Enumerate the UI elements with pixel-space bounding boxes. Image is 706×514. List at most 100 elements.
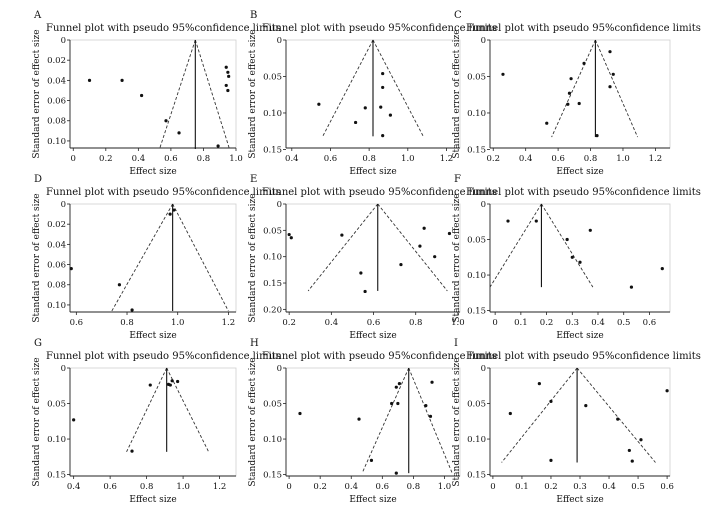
y-tick-label: 0.02 — [47, 56, 66, 66]
data-point — [588, 228, 592, 232]
plot-area — [69, 39, 237, 149]
y-tick-label: 0.10 — [467, 109, 486, 119]
data-point — [428, 414, 433, 418]
y-tick-label: 0.15 — [263, 145, 282, 155]
x-axis-label: Effect size — [349, 331, 396, 341]
y-tick-label: 0 — [277, 364, 282, 374]
y-tick-label: 0 — [61, 364, 66, 374]
x-tick-label: 1.2 — [222, 318, 236, 328]
data-point — [168, 212, 172, 216]
funnel-left-limit — [501, 367, 578, 463]
data-point — [508, 411, 512, 416]
chart-title: Funnel plot with pseudo 95%confidence li… — [262, 23, 497, 34]
panel-label: A — [33, 10, 42, 21]
funnel-right-limit — [377, 203, 448, 292]
x-tick-label: 0.6 — [367, 318, 381, 328]
chart-title: Funnel plot with pseudo 95%confidence li… — [466, 187, 701, 198]
x-axis-label: Effect size — [556, 167, 603, 177]
panel-f: F Funnel plot with pseudo 95%confidence l… — [452, 174, 701, 341]
data-point — [148, 383, 152, 387]
funnel-right-limit — [166, 367, 210, 453]
chart-title: Funnel plot with pseudo 95%confidence li… — [466, 351, 701, 362]
data-point — [394, 385, 398, 389]
x-tick-label: 0.2 — [486, 154, 500, 164]
data-point — [584, 404, 588, 408]
panel-c: C Funnel plot with pseudo 95%confidence l… — [452, 10, 701, 177]
y-tick-label: 0.08 — [47, 281, 66, 291]
x-tick-label: 1.0 — [438, 482, 452, 492]
y-tick-label: 0.15 — [467, 471, 486, 481]
data-point — [172, 208, 176, 212]
panel-b: B Funnel plot with pseudo 95%confidence l… — [248, 10, 497, 177]
x-tick-label: 0.3 — [566, 318, 580, 328]
y-axis-label: Standard error of effect size — [32, 29, 42, 158]
funnel-right-limit — [594, 39, 638, 138]
x-tick-label: 0.6 — [324, 154, 338, 164]
data-point — [177, 131, 181, 135]
x-tick-label: 0.6 — [164, 154, 178, 164]
data-point — [397, 382, 402, 386]
data-point — [227, 74, 231, 78]
data-point — [381, 133, 385, 138]
chart-title: Funnel plot with pseudo 95%confidence li… — [466, 23, 701, 34]
panel-label: G — [34, 338, 42, 349]
x-tick-label: 0.8 — [407, 482, 421, 492]
data-point — [566, 102, 570, 106]
panel-label: B — [250, 10, 257, 21]
data-point — [226, 88, 230, 93]
panel-e: E Funnel plot with pseudo 95%confidence l… — [248, 174, 497, 341]
data-point — [567, 91, 572, 95]
chart-title: Funnel plot with pseudo 95%confidence li… — [262, 187, 497, 198]
x-tick-label: 0.6 — [103, 482, 117, 492]
x-tick-label: 0.6 — [70, 318, 84, 328]
y-tick-label: 0.15 — [263, 279, 282, 289]
data-point — [394, 471, 398, 475]
x-tick-label: 1.0 — [451, 318, 465, 328]
x-axis-label: Effect size — [129, 167, 176, 177]
y-tick-label: 0.10 — [263, 109, 282, 119]
y-tick-label: 0 — [481, 364, 486, 374]
data-point — [168, 383, 172, 387]
x-tick-label: 0.4 — [325, 318, 339, 328]
funnel-left-limit — [551, 39, 596, 138]
y-tick-label: 0 — [61, 36, 66, 46]
x-tick-label: 0.4 — [602, 482, 616, 492]
x-tick-label: 0.8 — [197, 154, 211, 164]
y-tick-label: 0.15 — [47, 471, 66, 481]
data-point — [433, 255, 437, 259]
data-point — [72, 418, 76, 422]
data-point — [140, 93, 144, 98]
data-point — [170, 379, 174, 383]
plot-area — [69, 367, 237, 477]
funnel-left-limit — [159, 39, 196, 150]
data-point — [224, 83, 228, 88]
y-tick-label: 0.05 — [467, 72, 486, 82]
y-tick-label: 0.10 — [263, 435, 282, 445]
y-tick-label: 0 — [277, 36, 282, 46]
y-tick-label: 0 — [481, 200, 486, 210]
x-tick-label: 0.8 — [120, 318, 134, 328]
data-point — [430, 380, 434, 384]
plot-area — [489, 367, 671, 477]
data-point — [627, 448, 631, 453]
data-point — [164, 119, 168, 123]
panel-label: H — [250, 338, 259, 349]
data-point — [665, 389, 669, 393]
plot-area — [489, 39, 671, 149]
y-tick-label: 0.10 — [467, 435, 486, 445]
data-point — [534, 219, 538, 223]
data-point — [447, 231, 452, 236]
y-tick-label: 0.02 — [47, 220, 66, 230]
x-tick-label: 1.2 — [649, 154, 663, 164]
y-tick-label: 0.04 — [47, 240, 66, 250]
data-point — [359, 271, 363, 275]
x-tick-label: 0.2 — [544, 482, 558, 492]
data-point — [422, 226, 426, 230]
x-axis-label: Effect size — [349, 167, 396, 177]
funnel-left-limit — [322, 39, 374, 137]
x-tick-label: 1.0 — [229, 154, 243, 164]
data-point — [616, 417, 620, 421]
data-point — [537, 382, 541, 386]
x-tick-label: 0.2 — [282, 318, 296, 328]
